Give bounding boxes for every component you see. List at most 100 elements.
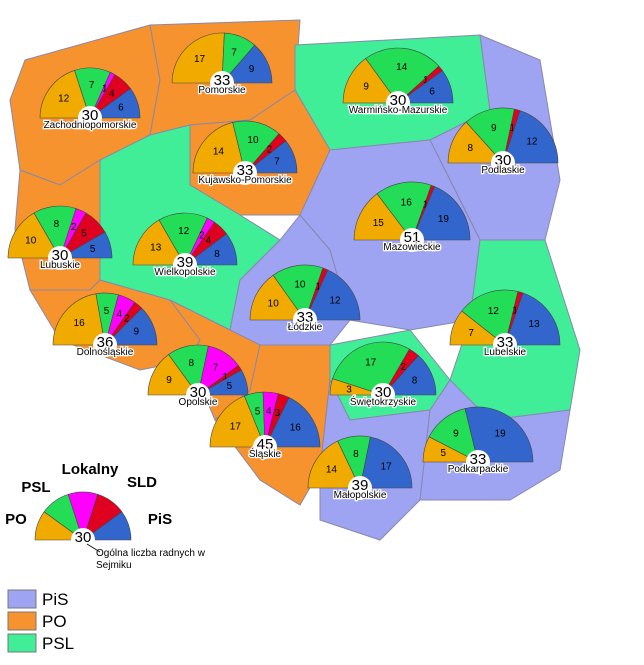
total-hole [210,71,234,95]
seat-count: 7 [274,157,280,168]
total-seats: 33 [214,72,231,89]
seat-count: 2 [71,222,77,233]
seat-wedge [411,186,471,241]
total-seats: 33 [237,162,254,179]
seat-count: 7 [213,362,219,373]
region-name: Wielkopolskie [154,267,216,278]
total-seats: 30 [52,247,69,264]
total-hole [386,91,410,115]
seat-count: 17 [365,357,377,368]
region-name: Mazowieckie [383,242,441,253]
region-name: Pomorskie [198,85,246,96]
seat-count: 10 [25,236,37,247]
seat-wedge [39,70,91,119]
key-total: 30 [75,529,92,546]
legend-label: PiS [42,590,68,609]
total-hole [48,246,72,270]
seat-count: 7 [468,328,474,339]
seat-count: 14 [213,147,225,158]
seat-count: 8 [353,449,359,460]
legend-label: PO [42,612,67,631]
total-seats: 45 [257,436,274,453]
seat-count: 8 [412,376,418,387]
region-name: Opolskie [179,397,218,408]
seat-wedge [332,341,410,396]
seat-count: 8 [188,358,194,369]
seat-count: 13 [150,243,162,254]
total-seats: 39 [177,254,194,271]
legend-swatch [7,633,37,653]
total-seats: 30 [375,384,392,401]
seat-count: 2 [400,362,406,373]
key-label: PiS [148,511,172,528]
region-name: Śląskie [249,447,282,460]
seat-count: 1 [509,123,515,134]
seat-count: 9 [133,327,139,338]
seat-count: 8 [214,249,220,260]
seat-count: 5 [227,381,233,392]
seat-count: 16 [290,423,302,434]
seat-count: 12 [178,226,190,237]
seat-wedge [184,233,238,266]
seat-count: 3 [346,384,352,395]
total-seats: 51 [404,229,421,246]
legend-label: PSL [42,634,74,653]
region-name: Lubuskie [40,260,80,271]
total-hole [293,308,317,332]
region-name: Warmińsko-Mazurskie [349,105,448,116]
seat-count: 15 [373,218,385,229]
seat-count: 17 [230,422,242,433]
seat-wedge [353,193,413,241]
region-name: Podlaskie [481,165,525,176]
total-seats: 33 [297,309,314,326]
key-label: SLD [127,474,157,491]
total-hole [78,106,102,130]
seat-wedge [264,397,321,448]
seat-count: 1 [316,281,322,292]
region-name: Lubelskie [484,347,527,358]
region-name: Małopolskie [334,490,387,501]
seat-count: 1 [222,372,228,383]
key-label: PO [5,511,27,528]
key-label: PSL [21,479,50,496]
seat-wedge [7,212,61,259]
total-hole [466,450,490,474]
seat-count: 12 [58,94,70,105]
seat-count: 5 [440,448,446,459]
seat-count: 9 [453,429,459,440]
seat-wedge [104,307,158,346]
seat-count: 2 [267,144,273,155]
seat-wedge [304,269,361,321]
seat-count: 9 [249,64,255,75]
region-name: Podkarpackie [448,464,509,475]
seat-wedge [461,289,519,346]
total-hole [400,228,424,252]
seat-wedge [376,181,432,241]
seat-count: 8 [468,143,474,154]
key-hole [71,528,95,552]
region-name: Kujawsko-Pomorskie [198,175,292,186]
seat-wedge [52,293,106,346]
seat-count: 5 [90,244,96,255]
seat-wedge [342,58,399,104]
seat-wedge [58,231,113,259]
seat-count: 2 [124,314,130,325]
seat-count: 4 [109,88,115,99]
seat-count: 9 [491,123,497,134]
seat-count: 4 [266,406,272,417]
seat-wedge [365,47,440,104]
total-seats: 30 [390,92,407,109]
seat-wedge [465,107,515,164]
total-hole [491,151,515,175]
seat-count: 7 [231,47,237,58]
key-pointer [86,543,101,553]
seat-count: 12 [488,306,500,317]
total-hole [186,383,210,407]
seat-wedge [158,212,208,266]
seat-count: 19 [438,214,450,225]
seat-count: 16 [74,318,86,329]
total-hole [233,161,257,185]
seat-count: 14 [396,62,408,73]
seat-count: 1 [512,305,518,316]
